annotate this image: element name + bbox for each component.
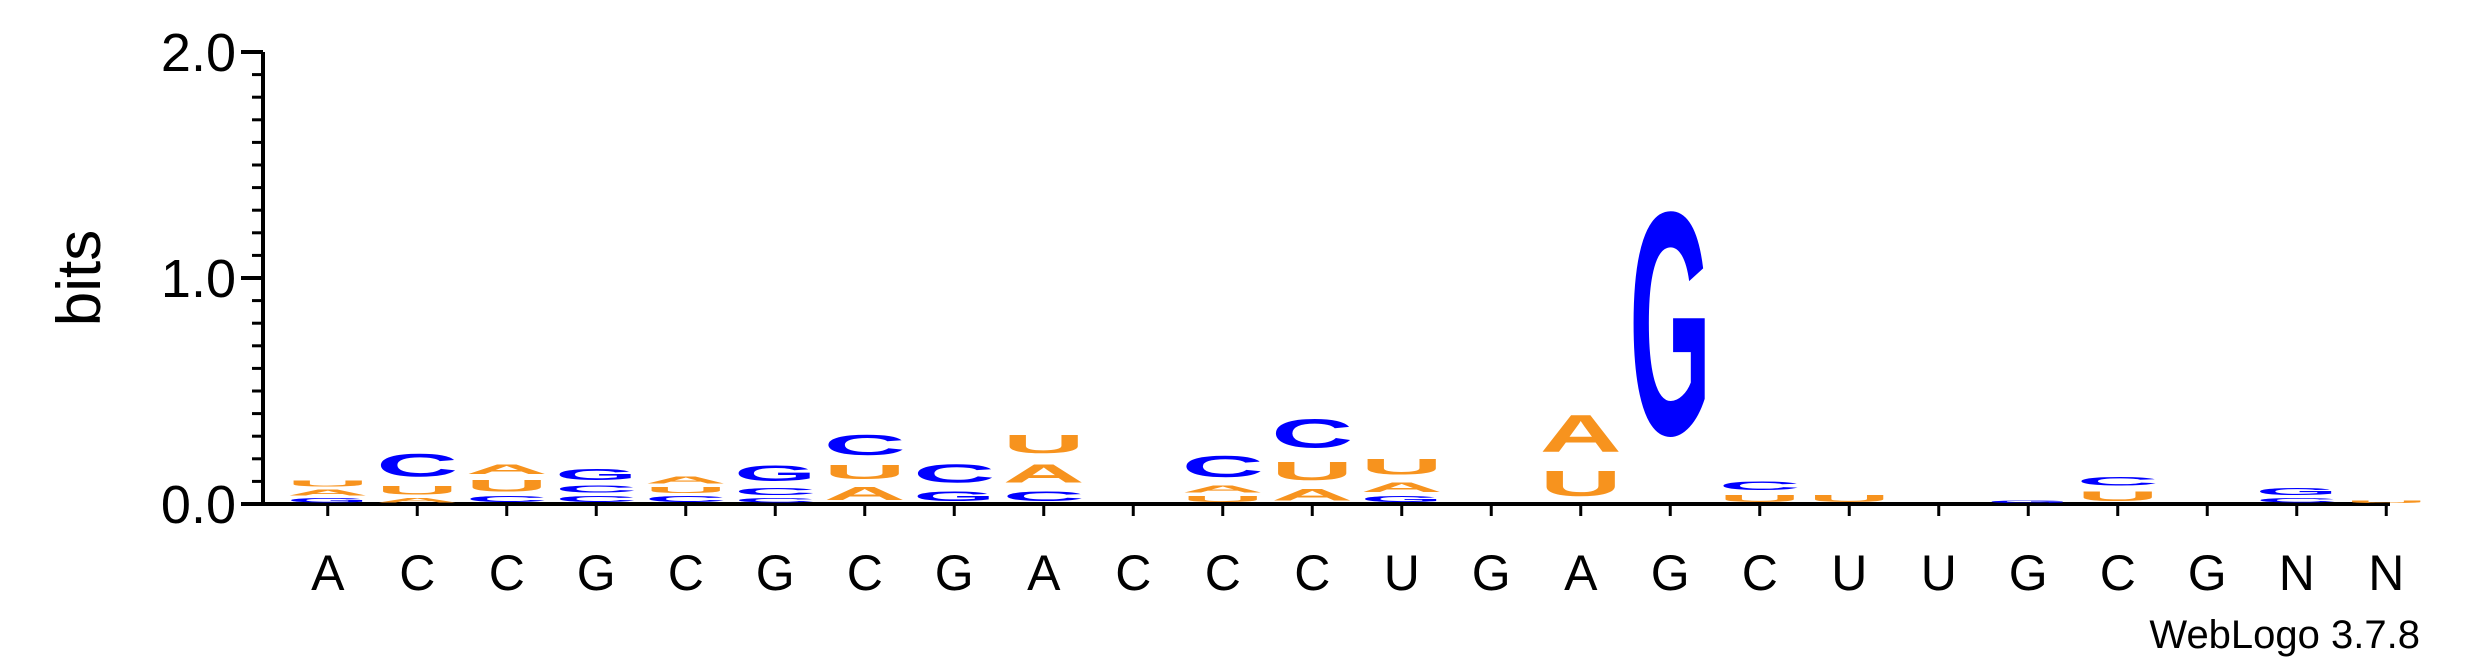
logo-letter: U (1182, 495, 1264, 504)
x-tick-label: G (935, 545, 974, 601)
logo-letter: C (1719, 479, 1801, 492)
logo-letter: U (1003, 429, 1085, 458)
x-tick-label: C (2100, 545, 2136, 601)
logo-letter: A (1182, 484, 1264, 495)
logo-letter: U (466, 477, 548, 495)
logo-letter: U (287, 479, 369, 488)
x-tick-label: C (489, 545, 525, 601)
logo-letter: C (466, 495, 548, 504)
logo-letter: C (555, 484, 637, 495)
logo-letter: U (1808, 493, 1890, 504)
logo-letter: C (376, 447, 458, 483)
x-tick-label: G (577, 545, 616, 601)
logo-letter: A (824, 484, 906, 504)
logo-letter: C (734, 486, 816, 497)
logo-letter: C (1003, 488, 1085, 504)
x-tick-label: U (1921, 545, 1957, 601)
logo-letter: G (734, 461, 816, 486)
logo-letter: G (555, 466, 637, 484)
x-tick-label: G (1651, 545, 1690, 601)
logo-letter: A (1361, 479, 1443, 495)
x-tick-label: C (1742, 545, 1778, 601)
x-tick-label: N (2279, 545, 2315, 601)
y-tick-label: 0.0 (161, 475, 236, 535)
x-tick-label: C (1205, 545, 1241, 601)
x-tick-label: C (1115, 545, 1151, 601)
logo-letter: C (913, 459, 995, 488)
logo-letter: A (1540, 404, 1622, 463)
logo-letter: A (376, 497, 458, 504)
y-tick-label: 1.0 (161, 249, 236, 309)
logo-letter: C (1182, 450, 1264, 484)
x-tick-label: C (847, 545, 883, 601)
y-axis-label: bits (45, 230, 114, 326)
logo-letter: C (2077, 475, 2159, 488)
x-tick-label: U (1831, 545, 1867, 601)
logo-letter: A (466, 461, 548, 477)
logo-letter: U (2345, 499, 2427, 504)
x-tick-label: N (2368, 545, 2404, 601)
logo-letter: G (1987, 499, 2069, 504)
x-tick-label: G (2009, 545, 2048, 601)
logo-letter: U (1361, 454, 1443, 479)
x-tick-label: G (1472, 545, 1511, 601)
logo-letter: U (1540, 463, 1622, 504)
logo-letter: A (1271, 486, 1353, 504)
logo-letter: C (734, 497, 816, 504)
x-tick-label: A (1027, 545, 1061, 601)
logo-letter: U (2077, 488, 2159, 504)
logo-letter: G (1361, 495, 1443, 504)
x-tick-label: G (756, 545, 795, 601)
logo-letter: C (2256, 497, 2338, 504)
logo-letter: G (287, 497, 369, 504)
y-tick-label: 2.0 (161, 23, 236, 83)
logo-letter: C (1271, 412, 1353, 457)
logo-letter: U (645, 486, 727, 495)
x-tick-label: C (668, 545, 704, 601)
logo-letter: G (913, 488, 995, 504)
logo-letter: G (1629, 147, 1711, 503)
x-tick-label: U (1384, 545, 1420, 601)
logo-letter: U (1719, 493, 1801, 504)
x-tick-label: A (311, 545, 345, 601)
logo-letter: A (645, 475, 727, 486)
y-ticks: 0.0 1.0 2.0 (161, 23, 263, 535)
credit-label: WebLogo 3.7.8 (2149, 613, 2420, 657)
x-tick-label: C (1294, 545, 1330, 601)
logo-letter: C (645, 495, 727, 504)
logo-letter: A (287, 488, 369, 497)
logo-letter: C (555, 495, 637, 504)
logo-letter: U (1271, 457, 1353, 486)
logo-letter: C (824, 429, 906, 461)
logo-letter: U (824, 461, 906, 484)
x-tick-label: C (399, 545, 435, 601)
x-tick-label: A (1564, 545, 1598, 601)
x-tick-label: G (2188, 545, 2227, 601)
logo-letter: U (376, 484, 458, 497)
logo-letter: G (2256, 486, 2338, 497)
logo-letter: A (1003, 459, 1085, 488)
